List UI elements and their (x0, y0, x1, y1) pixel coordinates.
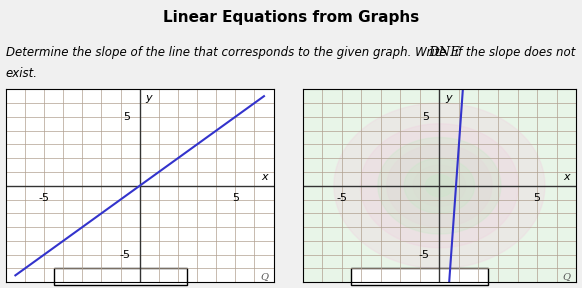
Polygon shape (413, 165, 466, 206)
Text: -5: -5 (119, 250, 130, 260)
Text: Q: Q (562, 272, 570, 281)
FancyBboxPatch shape (54, 268, 187, 285)
Text: 5: 5 (123, 112, 130, 122)
Text: exist.: exist. (6, 67, 38, 80)
Text: -5: -5 (336, 193, 347, 203)
Polygon shape (378, 138, 501, 234)
Text: y: y (146, 93, 152, 103)
Text: 5: 5 (534, 193, 541, 203)
Text: -5: -5 (418, 250, 430, 260)
Text: Linear Equations from Graphs: Linear Equations from Graphs (163, 10, 419, 25)
Text: 5: 5 (423, 112, 430, 122)
Polygon shape (404, 158, 474, 213)
Text: DNE: DNE (428, 46, 460, 59)
Text: x: x (261, 172, 268, 182)
Polygon shape (386, 144, 492, 227)
Text: if the slope does not: if the slope does not (451, 46, 576, 59)
Polygon shape (425, 175, 453, 197)
Text: -5: -5 (38, 193, 49, 203)
Text: Q: Q (260, 272, 268, 281)
Polygon shape (334, 103, 545, 268)
Text: 5: 5 (232, 193, 239, 203)
Polygon shape (360, 124, 519, 248)
Text: y: y (445, 93, 452, 103)
FancyBboxPatch shape (352, 268, 488, 285)
Text: Determine the slope of the line that corresponds to the given graph. Write: Determine the slope of the line that cor… (6, 46, 450, 59)
Text: x: x (564, 172, 570, 182)
